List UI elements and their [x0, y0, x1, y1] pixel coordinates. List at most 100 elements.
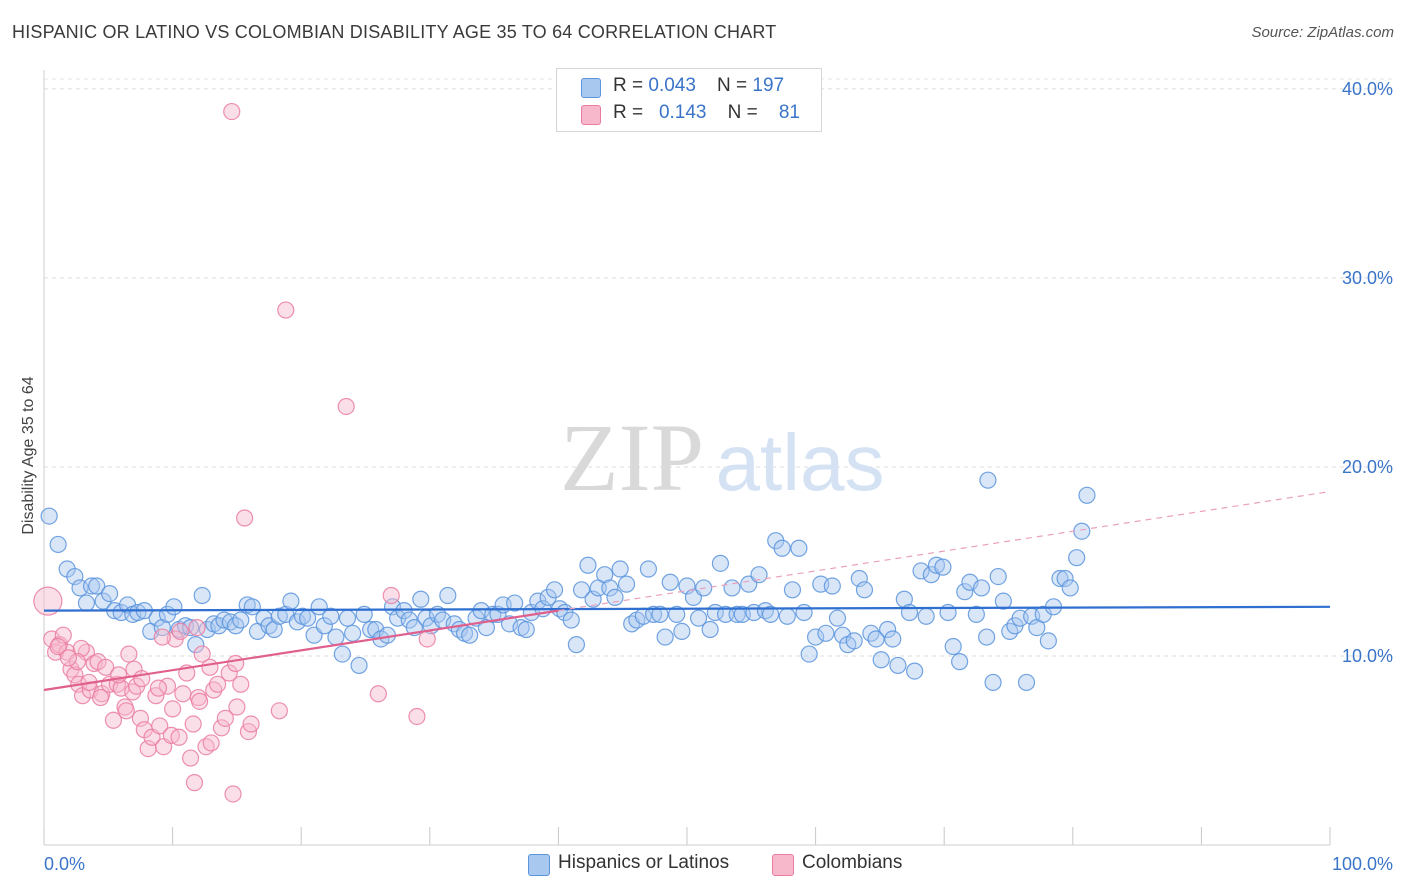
colombian-point	[164, 700, 182, 718]
hispanic-point	[817, 624, 835, 642]
hispanic-point	[270, 607, 288, 625]
colombian-point	[33, 586, 63, 616]
colombian-point	[236, 509, 254, 527]
hispanic-point	[994, 592, 1012, 610]
colombian-point	[202, 734, 220, 752]
hispanic-point	[978, 628, 996, 646]
hispanic-point	[900, 603, 919, 622]
legend-swatch-hispanics	[581, 78, 601, 98]
colombian-point	[270, 702, 288, 720]
hispanic-point	[944, 637, 962, 656]
hispanic-point	[639, 560, 658, 578]
colombian-point	[153, 628, 171, 646]
labels-layer: 10.0% 20.0% 30.0% 40.0% 0.0% 100.0% Disability…	[20, 79, 1393, 874]
y-tick-label: 20.0%	[1342, 457, 1393, 477]
colombian-point	[120, 645, 138, 663]
colombian-point	[91, 688, 110, 707]
hispanic-point	[1061, 579, 1079, 597]
hispanic-point	[972, 579, 991, 597]
hispanic-point	[884, 630, 902, 648]
watermark-zip: ZIP	[560, 404, 704, 511]
colombian-point	[72, 639, 90, 658]
hispanic-point	[601, 579, 619, 597]
hispanic-point	[350, 656, 368, 675]
hispanic-point	[867, 630, 885, 648]
hispanic-point	[1017, 673, 1036, 692]
hispanic-point	[572, 581, 591, 599]
hispanic-point	[795, 603, 813, 622]
hispanic-point	[461, 626, 479, 644]
hispanic-point	[1056, 569, 1074, 588]
hispanic-point	[412, 590, 430, 608]
colombian-point	[382, 586, 400, 605]
watermark: ZIP atlas	[560, 404, 884, 511]
hispanic-point	[967, 605, 985, 623]
legend-n-value: 81	[778, 102, 800, 123]
hispanic-point	[806, 628, 825, 646]
legend-r-value: 0.143	[658, 102, 707, 123]
colombian-point	[216, 709, 234, 727]
x-tick-label: 100.0%	[1332, 854, 1393, 874]
legend-n-label: N =	[727, 102, 763, 123]
legend-r-label: R =	[613, 75, 649, 96]
hispanic-point	[187, 636, 205, 654]
colombian-point	[223, 102, 241, 121]
colombian-point	[337, 397, 355, 416]
colombian-point	[224, 785, 242, 803]
y-tick-label: 40.0%	[1342, 79, 1393, 99]
hispanic-point	[889, 656, 907, 675]
colombian-point	[49, 637, 67, 656]
hispanic-point	[315, 617, 333, 635]
hispanic-point	[644, 605, 663, 623]
hispanic-point	[232, 611, 250, 629]
hispanic-point	[956, 583, 974, 601]
y-axis-label: Disability Age 35 to 64	[20, 376, 37, 534]
colombian-point	[188, 619, 206, 637]
hispanic-point	[77, 594, 96, 612]
axes-layer	[43, 70, 1331, 846]
legend-n-label: N =	[717, 75, 753, 96]
hispanic-point	[545, 581, 564, 599]
hispanic-point	[1039, 632, 1057, 650]
colombian-point	[209, 675, 227, 693]
hispanic-point	[88, 577, 106, 595]
x-tick-label: 0.0%	[44, 854, 85, 874]
hispanic-point	[823, 577, 841, 595]
colombian-point	[131, 709, 150, 727]
colombian-point	[277, 301, 295, 319]
hispanic-point	[1073, 522, 1091, 540]
colombian-point	[109, 666, 128, 684]
colombian-point	[66, 666, 84, 684]
colombian-point	[418, 630, 436, 648]
hispanic-point	[912, 562, 930, 580]
hispanic-point	[333, 645, 351, 663]
hispanic-point	[579, 556, 597, 574]
hispanic-point	[845, 632, 863, 650]
hispanic-point	[562, 611, 580, 629]
trend-layer	[43, 490, 1331, 692]
hispanic-point	[1078, 486, 1096, 504]
hispanic-point	[723, 579, 741, 597]
bottom-legend-swatch-colombians	[772, 854, 794, 876]
hispanic-point	[855, 581, 874, 599]
hispanic-point	[790, 539, 808, 557]
hispanic-point	[773, 539, 791, 557]
legend-r-label: R =	[613, 102, 649, 123]
hispanic-point	[934, 558, 952, 576]
colombian-trendline	[43, 609, 559, 692]
hispanic-point	[917, 607, 935, 625]
hispanic-trendline	[43, 605, 1331, 612]
hispanic-point	[165, 598, 183, 616]
legend-box: R = 0.043 N = 197 R = 0.143 N = 81	[556, 68, 822, 132]
y-tick-label: 30.0%	[1342, 268, 1393, 288]
colombian-point	[369, 685, 387, 703]
hispanic-point	[596, 566, 614, 584]
bottom-legend-swatch-hispanics	[528, 854, 550, 876]
hispanic-point	[668, 605, 686, 623]
colombian-point	[227, 654, 245, 673]
hispanic-point	[951, 653, 969, 671]
colombian-point	[232, 675, 250, 693]
hispanic-point	[40, 507, 58, 525]
hispanic-point	[517, 620, 535, 639]
